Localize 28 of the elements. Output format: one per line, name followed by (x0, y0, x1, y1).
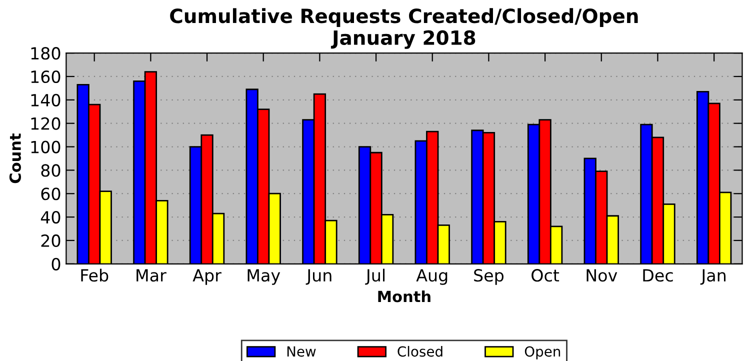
x-tick-label: Mar (136, 269, 166, 282)
y-tick-label: 20 (41, 234, 60, 248)
x-axis-title: Month (378, 290, 430, 302)
x-tick-label: Nov (586, 269, 618, 282)
y-tick-label: 140 (31, 94, 60, 106)
y-tick-label: 120 (31, 117, 60, 130)
chart-title: Cumulative Requests Created/Closed/Open January 2018 (170, 8, 638, 49)
x-tick-label: Sep (474, 269, 504, 285)
y-tick-label: 160 (31, 70, 60, 84)
x-tick-label: Oct (532, 269, 560, 282)
x-tick-label: Jun (306, 269, 332, 285)
x-tick-label: Aug (416, 269, 448, 285)
y-tick-label: 100 (31, 140, 60, 154)
y-axis-title: Count (9, 133, 21, 184)
x-tick-label: May (248, 269, 280, 285)
y-tick-label: 40 (40, 211, 60, 224)
y-tick-label: 180 (31, 47, 60, 60)
y-tick-label: 0 (52, 258, 60, 270)
y-tick-label: 80 (41, 164, 60, 177)
legend-label: Closed (398, 346, 442, 357)
x-tick-label: Jan (700, 269, 726, 285)
x-tick-label: Apr (192, 269, 222, 285)
x-tick-label: Feb (81, 268, 108, 282)
legend-label: New (287, 346, 316, 357)
legend-label: Open (524, 346, 560, 360)
x-tick-label: Jul (365, 268, 385, 285)
x-tick-label: Dec (643, 269, 673, 282)
y-tick-label: 60 (41, 188, 60, 200)
